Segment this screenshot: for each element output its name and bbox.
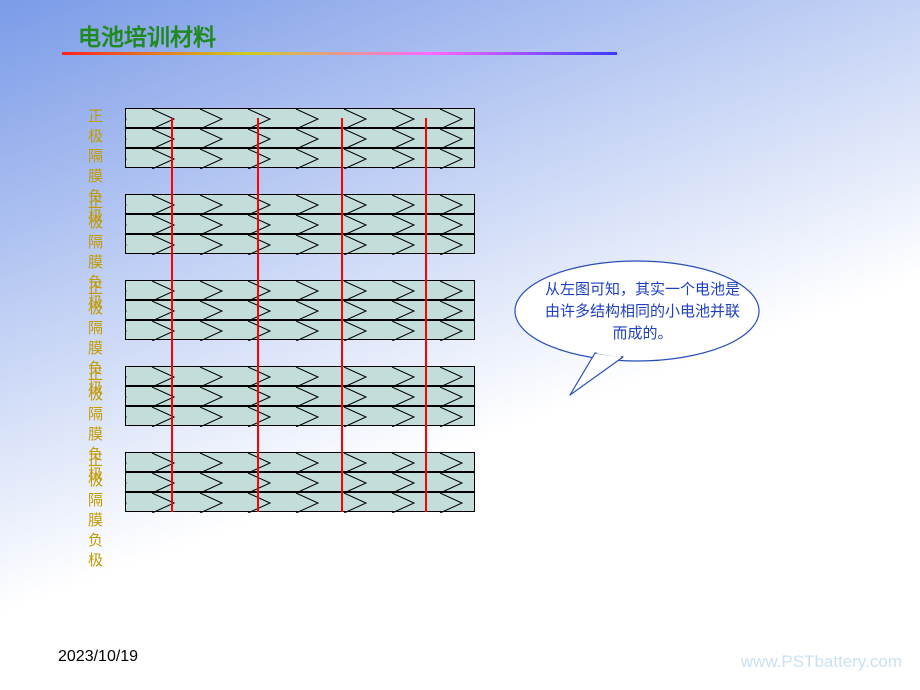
layer-row — [125, 128, 475, 148]
layer-row — [125, 280, 475, 300]
layer-row — [125, 194, 475, 214]
callout-text: 从左图可知，其实一个电池是由许多结构相同的小电池并联而成的。 — [545, 279, 740, 345]
layer-row — [125, 366, 475, 386]
layer-row — [125, 108, 475, 128]
layer-row — [125, 452, 475, 472]
layer-row — [125, 406, 475, 426]
layer-row — [125, 300, 475, 320]
layer-row — [125, 386, 475, 406]
connector-line — [341, 118, 343, 512]
watermark: www.PSTbattery.com — [741, 652, 902, 672]
connector-line — [257, 118, 259, 512]
layer-row — [125, 148, 475, 168]
layer-row — [125, 472, 475, 492]
layer-row — [125, 234, 475, 254]
slide: 电池培训材料 正极隔膜负极正极隔膜负极正极隔膜负极正极隔膜负极正极隔膜负极 从左… — [0, 0, 920, 690]
connector-line — [171, 118, 173, 512]
slide-date: 2023/10/19 — [58, 648, 138, 666]
layer-labels: 正极隔膜负极 — [88, 451, 125, 571]
speech-callout: 从左图可知，其实一个电池是由许多结构相同的小电池并联而成的。 — [505, 255, 770, 380]
layer-row — [125, 214, 475, 234]
connector-line — [425, 118, 427, 512]
layer-row — [125, 320, 475, 340]
layer-row — [125, 492, 475, 512]
title-underline — [62, 52, 617, 55]
page-title: 电池培训材料 — [78, 18, 216, 52]
